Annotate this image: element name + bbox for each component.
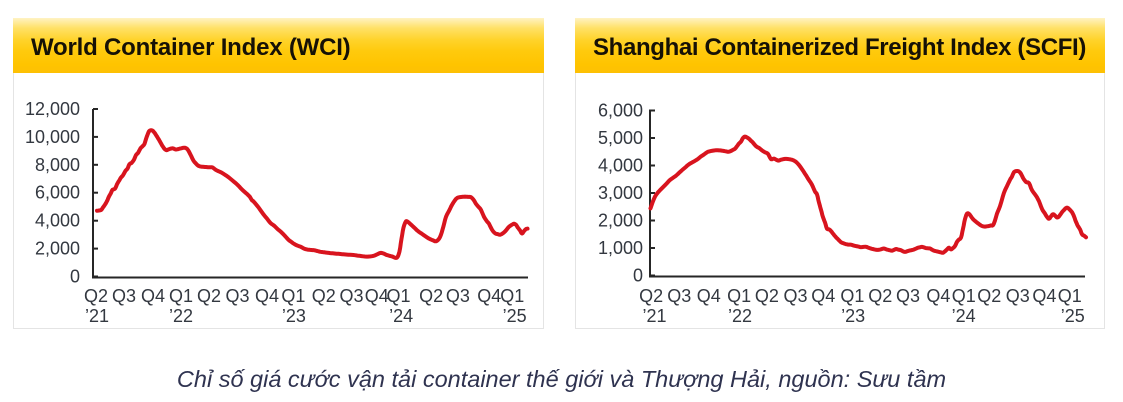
svg-text:Q3: Q3	[112, 286, 136, 306]
svg-text:Q4: Q4	[1032, 286, 1056, 306]
svg-text:Q1: Q1	[281, 286, 305, 306]
svg-text:’22: ’22	[728, 306, 752, 326]
svg-text:Q4: Q4	[141, 286, 165, 306]
svg-text:Q2: Q2	[312, 286, 336, 306]
svg-text:Q2: Q2	[84, 286, 108, 306]
svg-text:12,000: 12,000	[25, 99, 80, 119]
svg-text:Q1: Q1	[169, 286, 193, 306]
svg-text:6,000: 6,000	[35, 183, 80, 203]
svg-text:Q2: Q2	[639, 286, 663, 306]
svg-text:Q3: Q3	[1006, 286, 1030, 306]
svg-text:’21: ’21	[85, 306, 109, 326]
svg-text:’24: ’24	[389, 306, 413, 326]
svg-text:Q1: Q1	[1058, 286, 1082, 306]
svg-text:Q4: Q4	[477, 286, 501, 306]
svg-text:Q3: Q3	[446, 286, 470, 306]
svg-text:Q3: Q3	[339, 286, 363, 306]
svg-text:3,000: 3,000	[598, 183, 643, 203]
svg-text:Q2: Q2	[977, 286, 1001, 306]
svg-text:Q2: Q2	[419, 286, 443, 306]
svg-text:Q2: Q2	[868, 286, 892, 306]
svg-text:Q1: Q1	[952, 286, 976, 306]
svg-text:’21: ’21	[642, 306, 666, 326]
svg-text:’22: ’22	[169, 306, 193, 326]
svg-text:Q1: Q1	[386, 286, 410, 306]
svg-text:2,000: 2,000	[598, 211, 643, 231]
svg-text:’23: ’23	[282, 306, 306, 326]
svg-text:’24: ’24	[952, 306, 976, 326]
svg-text:’25: ’25	[1061, 306, 1085, 326]
svg-text:’25: ’25	[503, 306, 527, 326]
svg-text:0: 0	[70, 267, 80, 287]
svg-text:Q2: Q2	[755, 286, 779, 306]
svg-text:Q3: Q3	[783, 286, 807, 306]
svg-text:Q4: Q4	[926, 286, 950, 306]
svg-text:Q3: Q3	[667, 286, 691, 306]
svg-text:Q2: Q2	[197, 286, 221, 306]
svg-text:Q3: Q3	[896, 286, 920, 306]
svg-text:Q4: Q4	[697, 286, 721, 306]
svg-text:Q4: Q4	[255, 286, 279, 306]
svg-text:5,000: 5,000	[598, 128, 643, 148]
svg-text:8,000: 8,000	[35, 155, 80, 175]
svg-text:Q4: Q4	[365, 286, 389, 306]
svg-text:’23: ’23	[841, 306, 865, 326]
svg-text:4,000: 4,000	[598, 156, 643, 176]
svg-text:4,000: 4,000	[35, 211, 80, 231]
svg-text:6,000: 6,000	[598, 101, 643, 121]
svg-text:Q3: Q3	[225, 286, 249, 306]
svg-text:2,000: 2,000	[35, 239, 80, 259]
svg-text:Q1: Q1	[500, 286, 524, 306]
svg-text:0: 0	[633, 266, 643, 286]
svg-text:Q4: Q4	[811, 286, 835, 306]
svg-text:Q1: Q1	[727, 286, 751, 306]
svg-text:1,000: 1,000	[598, 238, 643, 258]
svg-text:10,000: 10,000	[25, 127, 80, 147]
svg-text:Q1: Q1	[840, 286, 864, 306]
